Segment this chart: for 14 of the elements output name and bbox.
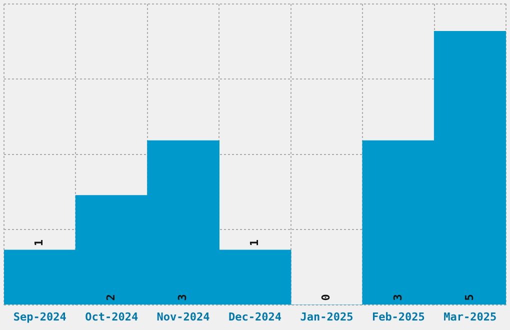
- data-label: 1: [248, 239, 261, 246]
- x-tick-label: Nov-2024: [156, 310, 210, 324]
- data-label: 0: [320, 294, 333, 301]
- data-label: 5: [463, 294, 476, 301]
- x-tick-label: Sep-2024: [13, 310, 67, 324]
- x-tick-label: Mar-2025: [444, 310, 497, 324]
- data-label: 2: [104, 294, 118, 301]
- x-tick-label: Jan-2025: [300, 310, 354, 324]
- x-tick-label: Feb-2025: [372, 310, 425, 324]
- data-label: 3: [391, 294, 404, 301]
- data-label: 3: [176, 294, 190, 301]
- x-tick-label: Dec-2024: [228, 310, 282, 324]
- data-label: 1: [32, 239, 46, 246]
- x-tick-label: Oct-2024: [85, 310, 138, 324]
